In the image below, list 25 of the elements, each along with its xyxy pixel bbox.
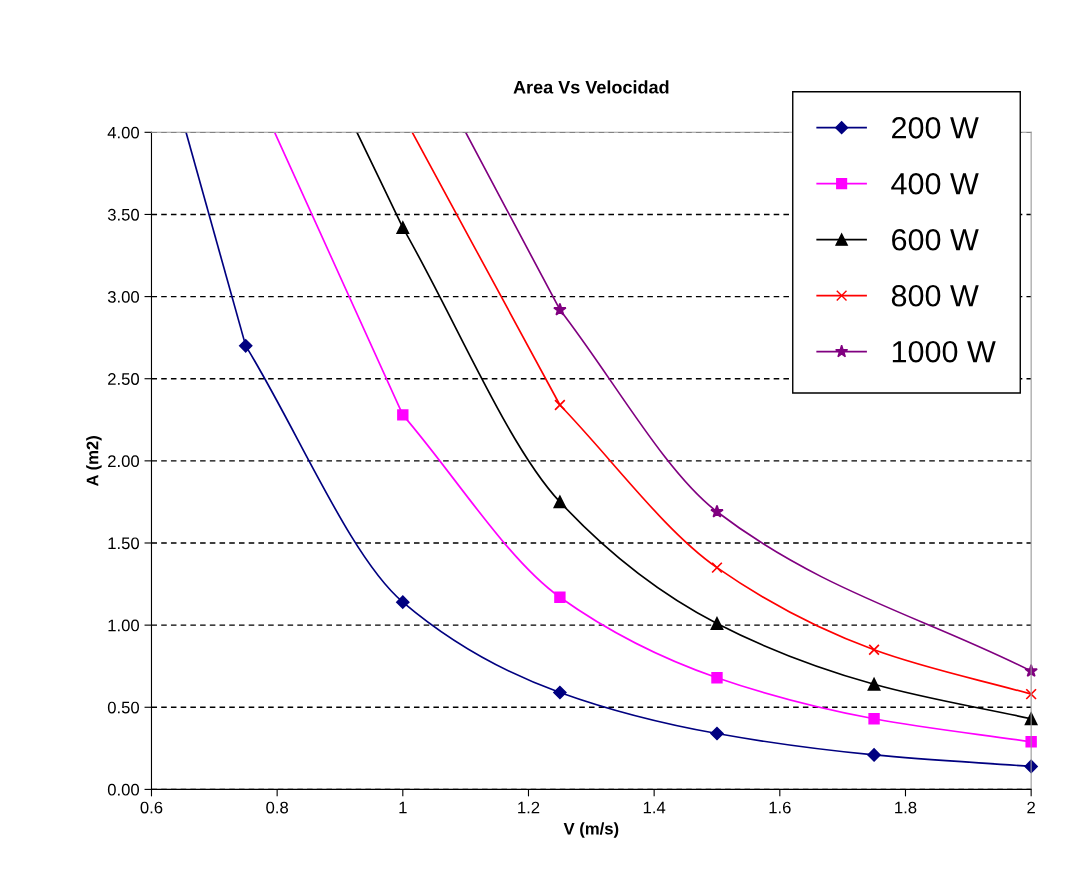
x-tick-label: 0.6: [140, 801, 163, 814]
x-tick-label: 0.8: [266, 801, 289, 814]
x-tick-label: 1.6: [769, 801, 791, 814]
legend-label: 600 W: [892, 228, 979, 251]
x-tick-label: 1.2: [518, 801, 540, 814]
y-tick-label: 2.50: [108, 373, 140, 385]
x-tick-label: 1.4: [643, 801, 666, 814]
legend-label: 800 W: [891, 284, 979, 307]
y-tick-label: 3.50: [107, 208, 140, 221]
x-tick-label: 2: [1027, 801, 1035, 814]
chart-title: Area Vs Velocidad: [513, 80, 669, 94]
y-axis-title: A (m2): [86, 436, 102, 487]
y-tick-label: 3.00: [107, 290, 140, 303]
legend-label: 1000 W: [892, 340, 996, 363]
x-axis-title: V (m/s): [563, 822, 619, 838]
legend-label: 400 W: [891, 172, 979, 195]
y-tick-label: 0.50: [107, 701, 140, 714]
x-tick-label: 1: [399, 801, 407, 814]
y-tick-label: 2.00: [108, 455, 140, 468]
y-tick-label: 0.00: [107, 783, 140, 796]
y-tick-label: 4.00: [107, 126, 140, 139]
legend-label: 200 W: [892, 116, 979, 139]
y-tick-label: 1.50: [108, 537, 140, 550]
x-tick-label: 1.8: [895, 801, 917, 814]
y-tick-label: 1.00: [108, 619, 140, 632]
